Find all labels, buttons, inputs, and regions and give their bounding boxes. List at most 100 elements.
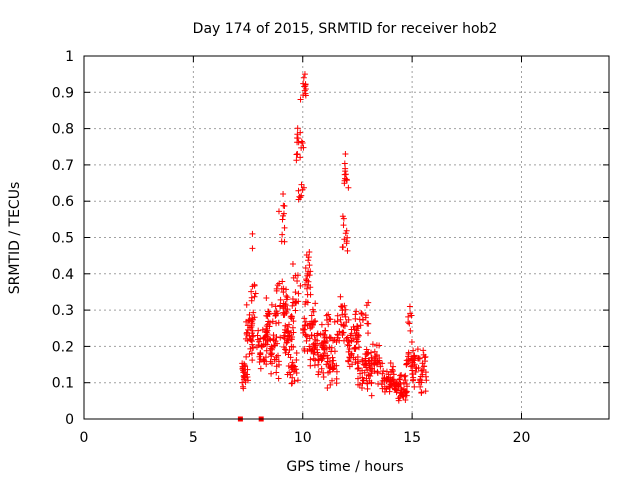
data-point xyxy=(329,361,336,368)
data-point xyxy=(301,347,308,354)
data-point xyxy=(254,332,261,339)
data-point xyxy=(307,284,314,291)
data-point xyxy=(301,315,308,322)
data-point xyxy=(340,222,347,229)
data-point xyxy=(273,363,280,370)
data-point xyxy=(365,299,372,306)
data-points xyxy=(237,71,430,422)
data-point xyxy=(311,332,318,339)
data-point xyxy=(398,371,405,378)
data-point xyxy=(315,371,322,378)
data-point xyxy=(343,176,350,183)
data-point xyxy=(422,388,429,395)
data-point xyxy=(320,330,327,337)
data-point xyxy=(243,353,250,360)
data-point xyxy=(308,332,315,339)
data-point xyxy=(354,323,361,330)
data-point xyxy=(344,247,351,254)
y-tick-label: 0.9 xyxy=(52,85,74,101)
data-point xyxy=(307,356,314,363)
data-point xyxy=(331,336,338,343)
data-point xyxy=(243,301,250,308)
grid xyxy=(84,56,609,419)
data-point xyxy=(239,379,246,386)
data-point xyxy=(241,374,248,381)
data-point xyxy=(403,380,410,387)
y-tick-label: 0.2 xyxy=(52,339,74,355)
data-point xyxy=(301,71,308,78)
data-point xyxy=(273,369,280,376)
data-point xyxy=(359,310,366,317)
data-point xyxy=(325,321,332,328)
data-point xyxy=(252,290,259,297)
data-point xyxy=(294,125,301,132)
data-point xyxy=(290,329,297,336)
data-point xyxy=(295,187,302,194)
x-tick-label: 0 xyxy=(80,430,89,446)
data-point xyxy=(304,291,311,298)
data-point xyxy=(277,334,284,341)
data-point xyxy=(239,365,246,372)
data-point xyxy=(403,361,410,368)
data-point xyxy=(339,307,346,314)
data-point xyxy=(417,373,424,380)
data-point xyxy=(303,337,310,344)
data-point xyxy=(281,224,288,231)
data-point xyxy=(315,361,322,368)
data-point xyxy=(419,367,426,374)
data-point xyxy=(300,144,307,151)
data-point xyxy=(372,353,379,360)
data-point xyxy=(306,343,313,350)
data-point xyxy=(261,334,268,341)
data-point xyxy=(246,311,253,318)
y-tick-label: 0 xyxy=(65,412,74,428)
y-axis-label: SRMTID / TECUs xyxy=(7,182,23,295)
data-point xyxy=(365,320,372,327)
data-point xyxy=(242,379,249,386)
data-point xyxy=(317,353,324,360)
data-point xyxy=(288,364,295,371)
data-point xyxy=(415,364,422,371)
data-point xyxy=(342,230,349,237)
data-point xyxy=(292,299,299,306)
data-point xyxy=(311,318,318,325)
x-tick-label: 5 xyxy=(189,430,198,446)
data-point xyxy=(422,369,429,376)
data-point xyxy=(419,360,426,367)
data-point xyxy=(293,151,300,158)
data-point xyxy=(359,374,366,381)
data-point xyxy=(381,388,388,395)
data-point xyxy=(245,326,252,333)
data-point xyxy=(267,336,274,343)
data-point xyxy=(273,285,280,292)
data-point xyxy=(284,337,291,344)
data-point xyxy=(326,316,333,323)
data-point xyxy=(395,381,402,388)
data-point xyxy=(340,215,347,222)
data-point xyxy=(410,374,417,381)
data-point xyxy=(280,289,287,296)
data-point xyxy=(408,339,415,346)
data-point xyxy=(417,377,424,384)
data-point xyxy=(274,310,281,317)
data-point xyxy=(249,341,256,348)
data-point xyxy=(409,359,416,366)
y-tick-label: 0.1 xyxy=(52,376,74,392)
data-point xyxy=(392,380,399,387)
data-point xyxy=(323,345,330,352)
data-point xyxy=(407,363,414,370)
data-point xyxy=(257,349,264,356)
data-point xyxy=(274,340,281,347)
data-point xyxy=(277,296,284,303)
data-point xyxy=(423,377,430,384)
data-point xyxy=(342,313,349,320)
data-point xyxy=(255,342,262,349)
data-point xyxy=(289,380,296,387)
data-point xyxy=(281,238,288,245)
data-point xyxy=(293,349,300,356)
data-point xyxy=(309,347,316,354)
data-point xyxy=(301,326,308,333)
data-point xyxy=(365,330,372,337)
data-point xyxy=(334,312,341,319)
data-point xyxy=(283,293,290,300)
